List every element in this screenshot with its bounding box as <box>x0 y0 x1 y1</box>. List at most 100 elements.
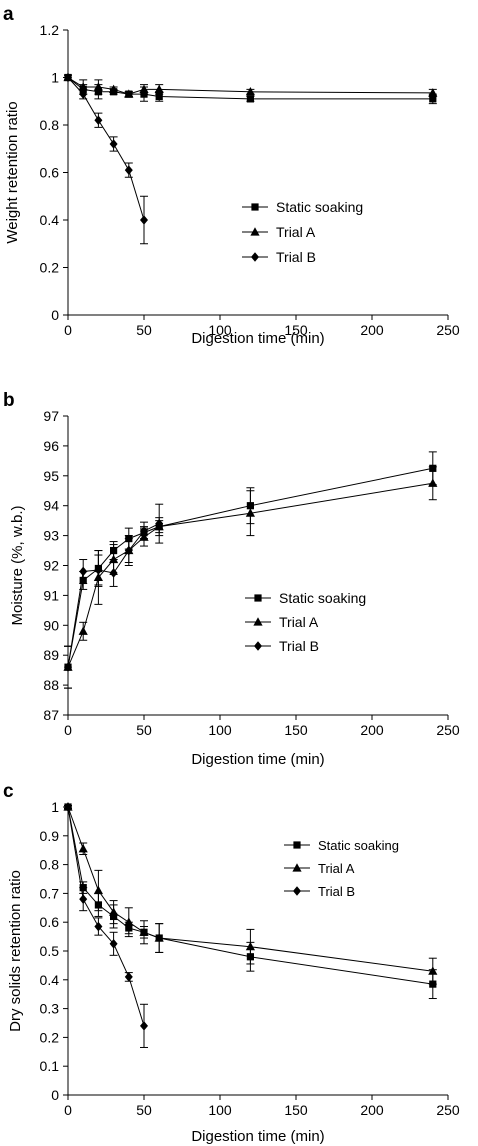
data-point <box>79 894 88 904</box>
data-point <box>154 933 164 942</box>
data-point <box>140 215 148 225</box>
x-axis-title: Digestion time (min) <box>191 751 324 768</box>
x-tick-label: 100 <box>208 1102 232 1118</box>
x-tick-label: 150 <box>284 322 308 338</box>
data-point <box>94 115 103 126</box>
data-point <box>109 568 118 578</box>
data-point <box>78 843 88 853</box>
y-tick-label: 92 <box>43 558 59 574</box>
y-axis-title: Dry solids retention ratio <box>7 870 24 1032</box>
legend-label: Static soaking <box>279 590 366 606</box>
data-point <box>428 966 438 975</box>
y-tick-label: 96 <box>43 438 59 454</box>
y-tick-label: 93 <box>43 528 59 544</box>
legend-marker-triangle <box>292 863 302 872</box>
legend-marker-square <box>254 594 262 602</box>
data-point <box>154 84 164 93</box>
y-tick-label: 0 <box>51 307 59 323</box>
series-line <box>67 806 145 1027</box>
y-tick-label: 88 <box>43 677 59 693</box>
data-point <box>246 95 254 103</box>
legend-marker-diamond <box>293 886 301 896</box>
data-point <box>93 82 103 91</box>
legend-marker-square <box>293 841 301 849</box>
data-point <box>245 508 255 517</box>
x-tick-label: 250 <box>436 322 460 338</box>
x-tick-label: 250 <box>436 1102 460 1118</box>
data-point <box>124 545 133 556</box>
legend-marker-triangle <box>250 227 260 236</box>
y-tick-label: 1.2 <box>40 22 60 38</box>
data-point <box>428 88 438 97</box>
legend-label: Trial A <box>318 861 355 876</box>
series-square <box>64 803 437 1000</box>
series-triangle <box>63 72 438 98</box>
data-point <box>124 972 133 982</box>
x-tick-label: 100 <box>208 722 232 738</box>
chart-panel-b: b 87 88 89 90 91 92 93 94 95 96 97 0 50 100 150 200 250 Di… <box>3 390 460 768</box>
data-point <box>64 662 72 672</box>
x-axis-title: Digestion time (min) <box>191 1128 324 1145</box>
data-point <box>124 917 134 926</box>
legend-label: Trial A <box>276 224 316 240</box>
data-point <box>140 526 148 536</box>
y-tick-label: 0 <box>51 1087 59 1103</box>
legend-marker-diamond <box>254 641 262 651</box>
series-square <box>64 451 437 689</box>
y-tick-label: 87 <box>43 707 59 723</box>
panel-label: a <box>3 4 14 25</box>
series-line <box>67 77 145 221</box>
data-point <box>139 927 149 936</box>
data-point <box>245 86 255 96</box>
data-point <box>124 165 133 175</box>
y-tick-label: 0.6 <box>40 165 60 181</box>
data-point <box>79 566 88 577</box>
y-tick-label: 1 <box>51 70 59 86</box>
y-tick-label: 0.2 <box>40 260 60 276</box>
y-tick-label: 0.7 <box>40 885 60 901</box>
x-tick-label: 200 <box>360 1102 384 1118</box>
data-point <box>245 941 255 951</box>
data-point <box>428 478 438 487</box>
data-point <box>139 84 149 93</box>
legend: Static soaking Trial A Trial B <box>284 838 399 899</box>
series-triangle <box>63 802 438 985</box>
data-point <box>78 626 88 635</box>
y-tick-label: 0.2 <box>40 1029 60 1045</box>
legend-marker-square <box>251 203 259 211</box>
y-tick-label: 1 <box>51 799 59 815</box>
legend-marker-diamond <box>251 252 259 262</box>
legend-label: Trial A <box>279 614 319 630</box>
x-tick-label: 0 <box>64 322 72 338</box>
data-point <box>94 921 103 932</box>
y-tick-label: 94 <box>43 498 59 514</box>
data-point <box>94 565 103 575</box>
y-tick-label: 0.1 <box>40 1058 60 1074</box>
y-tick-label: 0.8 <box>40 117 60 133</box>
y-tick-label: 91 <box>43 587 59 603</box>
x-tick-label: 50 <box>136 1102 152 1118</box>
chart-panel-a: a 0 0.2 0.4 0.6 0.8 1 1.2 0 50 100 150 200 250 Digesti… <box>3 4 460 347</box>
legend-label: Trial B <box>276 249 316 265</box>
y-axis-title: Weight retention ratio <box>4 101 21 243</box>
x-tick-label: 0 <box>64 722 72 738</box>
y-tick-label: 0.8 <box>40 857 60 873</box>
chart-panel-c: c 0 0.1 0.2 0.3 0.4 0.5 0.6 0.7 0.8 0.9 1 0 50 100 150 2… <box>3 781 460 1145</box>
data-point <box>79 89 88 99</box>
legend-label: Trial B <box>279 638 319 654</box>
x-tick-label: 150 <box>284 722 308 738</box>
series-triangle <box>63 466 438 689</box>
series-diamond <box>64 802 148 1048</box>
data-point <box>429 95 437 103</box>
y-tick-label: 95 <box>43 468 59 484</box>
data-point <box>93 885 103 895</box>
legend: Static soaking Trial A Trial B <box>242 199 363 265</box>
x-tick-label: 150 <box>284 1102 308 1118</box>
x-tick-label: 0 <box>64 1102 72 1118</box>
legend-marker-triangle <box>253 617 263 626</box>
y-tick-label: 0.4 <box>40 212 60 228</box>
x-axis-title: Digestion time (min) <box>191 330 324 347</box>
y-tick-label: 0.6 <box>40 914 60 930</box>
y-tick-label: 0.9 <box>40 828 60 844</box>
